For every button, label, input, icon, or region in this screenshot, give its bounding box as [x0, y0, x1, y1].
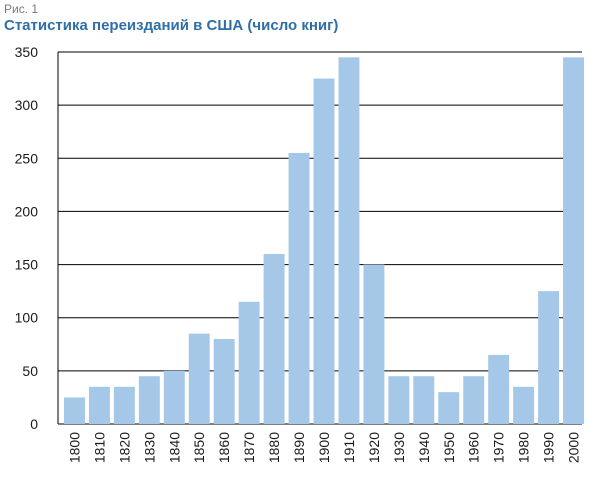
bar-1840	[163, 370, 185, 424]
chart-title: Статистика переизданий в США (число книг…	[4, 17, 339, 34]
x-tick-label: 1860	[216, 432, 232, 463]
y-tick-label: 50	[22, 363, 38, 379]
bar-1980	[513, 386, 535, 424]
x-tick-label: 1840	[166, 432, 182, 463]
bar-1820	[113, 386, 135, 424]
bar-1990	[538, 291, 560, 424]
x-tick-label: 1800	[66, 432, 82, 463]
x-tick-label: 1930	[391, 432, 407, 463]
x-tick-label: 1820	[116, 432, 132, 463]
bar-1930	[388, 376, 410, 424]
x-tick-label: 1940	[416, 432, 432, 463]
x-tick-label: 1890	[291, 432, 307, 463]
x-tick-label: 1880	[266, 432, 282, 463]
x-tick-label: 2000	[566, 432, 582, 463]
x-tick-label: 1950	[441, 432, 457, 463]
bar-1880	[263, 253, 285, 424]
y-tick-label: 300	[15, 97, 39, 113]
figure-label: Рис. 1	[4, 2, 39, 16]
bar-1910	[338, 57, 360, 425]
x-tick-label: 1920	[366, 432, 382, 463]
bar-1810	[88, 386, 110, 424]
bar-1800	[63, 397, 85, 424]
x-tick-label: 1980	[516, 432, 532, 463]
y-tick-label: 250	[15, 150, 39, 166]
bar-1920	[363, 264, 385, 424]
x-tick-label: 1830	[141, 432, 157, 463]
x-tick-label: 1900	[316, 432, 332, 463]
bar-1970	[488, 354, 510, 424]
x-tick-label: 1960	[466, 432, 482, 463]
bar-1870	[238, 301, 260, 424]
y-tick-label: 150	[15, 257, 39, 273]
x-tick-label: 1970	[491, 432, 507, 463]
bar-1960	[463, 376, 485, 424]
bar-2000	[563, 57, 585, 425]
y-tick-label: 0	[30, 416, 38, 432]
bar-1900	[313, 78, 335, 425]
y-axis-ticks: 0 50 100 150 200 250 300 350	[15, 44, 39, 432]
bar-1860	[213, 338, 235, 424]
x-tick-label: 1850	[191, 432, 207, 463]
bar-1940	[413, 376, 435, 424]
bar-1850	[188, 333, 210, 424]
bar-1830	[138, 376, 160, 424]
x-tick-label: 1910	[341, 432, 357, 463]
y-tick-label: 100	[15, 310, 39, 326]
x-tick-label: 1810	[91, 432, 107, 463]
bar-1950	[438, 392, 460, 424]
bars	[63, 57, 585, 425]
y-tick-label: 350	[15, 44, 39, 60]
x-axis-ticks: 1800 1810 1820 1830 1840 1850 1860 1870 1880 1890…	[66, 432, 581, 463]
y-tick-label: 200	[15, 203, 39, 219]
x-tick-label: 1870	[241, 432, 257, 463]
bar-1890	[288, 152, 310, 424]
x-tick-label: 1990	[541, 432, 557, 463]
